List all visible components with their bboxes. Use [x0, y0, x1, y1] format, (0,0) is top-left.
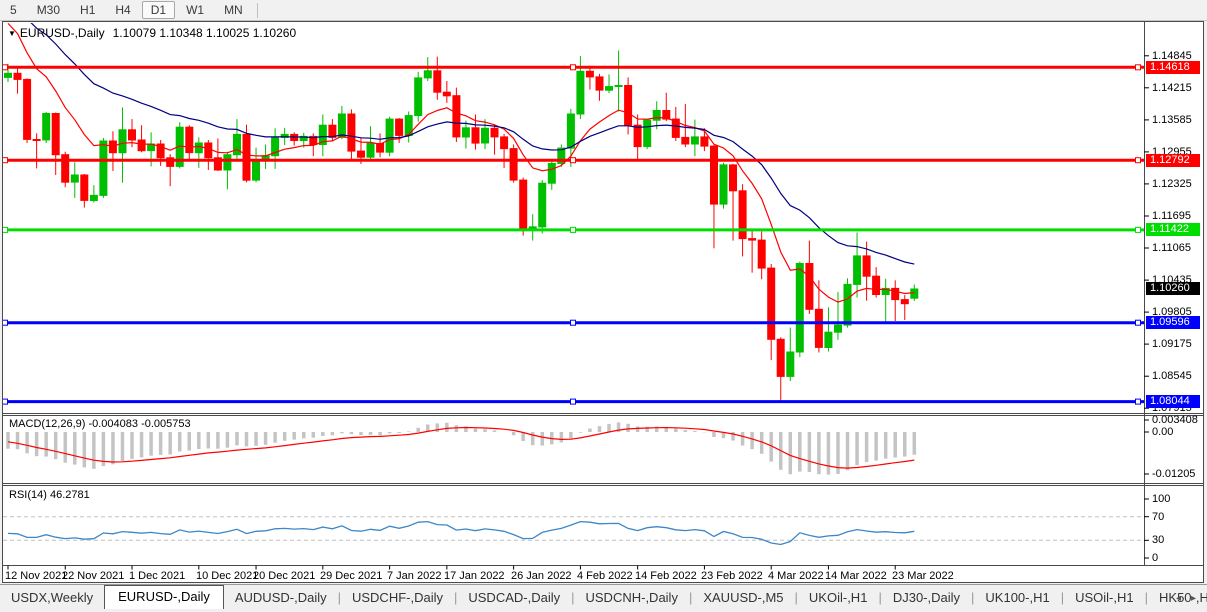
- timeframe-button-w1[interactable]: W1: [186, 3, 205, 17]
- hline-1.12792[interactable]: [3, 157, 1144, 164]
- price-axis-label: 1.11695: [1152, 210, 1191, 222]
- date-axis-label: 26 Jan 2022: [511, 570, 572, 582]
- tab-usdcnh-daily[interactable]: USDCNH-,Daily: [585, 590, 678, 605]
- current-price-tag: 1.10260: [1146, 282, 1200, 295]
- date-axis-label: 4 Feb 2022: [577, 570, 633, 582]
- chart-canvas: [3, 22, 1203, 570]
- tab-scroll-left-icon[interactable]: ◂: [1175, 593, 1181, 604]
- date-axis-label: 1 Dec 2021: [129, 570, 186, 582]
- date-axis-label: 23 Feb 2022: [701, 570, 763, 582]
- rsi-axis-label: 100: [1152, 493, 1171, 505]
- macd-indicator-label: MACD(12,26,9) -0.004083 -0.005753: [9, 418, 191, 430]
- rsi-indicator-label: RSI(14) 46.2781: [9, 489, 90, 501]
- chart-dropdown-icon: ▼: [8, 29, 16, 38]
- tab-divider: |: [1060, 590, 1065, 605]
- tab-audusd-daily[interactable]: AUDUSD-,Daily: [234, 590, 327, 605]
- tab-divider: |: [453, 590, 458, 605]
- rsi-axis-label: 70: [1152, 511, 1165, 523]
- tab-divider: |: [571, 590, 575, 605]
- rsi-line: [7, 520, 915, 546]
- date-axis-label: 17 Jan 2022: [444, 570, 505, 582]
- tab-usdchf-daily[interactable]: USDCHF-,Daily: [351, 590, 443, 605]
- level-price-tag: 1.08044: [1146, 395, 1200, 408]
- date-axis-label: 14 Mar 2022: [825, 570, 887, 582]
- tab-divider: |: [878, 590, 882, 605]
- date-axis-label: 20 Dec 2021: [253, 570, 316, 582]
- date-axis-label: 7 Jan 2022: [387, 570, 442, 582]
- price-axis-label: 1.12325: [1152, 178, 1192, 190]
- hline-1.08044[interactable]: [3, 398, 1144, 405]
- date-axis-label: 4 Mar 2022: [768, 570, 824, 582]
- timeframe-button-5[interactable]: 5: [10, 3, 17, 17]
- chart-ohlc-values: 1.10079 1.10348 1.10025 1.10260: [112, 26, 297, 40]
- timeframe-button-m30[interactable]: M30: [36, 3, 61, 17]
- price-axis-label: 1.13585: [1152, 114, 1192, 126]
- macd-histogram: [6, 422, 917, 475]
- pane-separators: [3, 22, 1203, 566]
- macd-axis-label: 0.003408: [1152, 414, 1198, 426]
- date-axis-label: 22 Nov 2021: [62, 570, 125, 582]
- axis-ticks: [7, 55, 1149, 570]
- hline-1.11422[interactable]: [3, 226, 1144, 233]
- level-price-tag: 1.12792: [1146, 154, 1200, 167]
- tab-eurusd-daily[interactable]: EURUSD-,Daily: [104, 585, 224, 609]
- tab-divider: |: [971, 590, 975, 605]
- timeframe-button-d1[interactable]: D1: [141, 1, 176, 19]
- date-axis-label: 29 Dec 2021: [320, 570, 383, 582]
- date-axis-label: 23 Mar 2022: [892, 570, 954, 582]
- tab-scroll-right-icon[interactable]: ▸: [1190, 593, 1196, 604]
- timeframe-button-mn[interactable]: MN: [224, 3, 243, 17]
- timeframe-button-h4[interactable]: H4: [115, 3, 131, 17]
- ma-slow: [30, 23, 915, 265]
- macd-axis-label: -0.01205: [1152, 468, 1196, 480]
- date-axis-label: 14 Feb 2022: [635, 570, 697, 582]
- timeframe-button-h1[interactable]: H1: [80, 3, 96, 17]
- hline-1.14618[interactable]: [3, 64, 1144, 71]
- price-axis-label: 1.14845: [1152, 50, 1192, 62]
- tab-xauusd-m5[interactable]: XAUUSD-,M5: [703, 590, 784, 605]
- ma-fast: [7, 23, 915, 303]
- tab-dj30-daily[interactable]: DJ30-,Daily: [892, 590, 961, 605]
- tab-uk100-h1[interactable]: UK100-,H1: [985, 590, 1050, 605]
- price-axis-label: 1.09805: [1152, 306, 1192, 318]
- macd-axis-label: 0.00: [1152, 426, 1174, 438]
- chart-title: ▼ EURUSD-,Daily 1.10079 1.10348 1.10025 1.…: [8, 26, 296, 40]
- tab-hk50-h1[interactable]: HK50-,H1: [1159, 590, 1207, 605]
- date-axis-label: 12 Nov 2021: [5, 570, 68, 582]
- toolbar-divider: [256, 2, 258, 18]
- tab-divider: |: [1144, 590, 1149, 605]
- timeframe-toolbar: 5 M30 H1 H4 D1 W1 MN: [0, 0, 1207, 21]
- price-axis-label: 1.11065: [1152, 242, 1191, 254]
- level-price-tag: 1.11422: [1146, 223, 1200, 236]
- level-price-tag: 1.09596: [1146, 316, 1200, 329]
- tab-divider: |: [794, 590, 798, 605]
- chart-window: ▼ EURUSD-,Daily 1.10079 1.10348 1.10025 1.…: [2, 21, 1204, 583]
- hline-1.09596[interactable]: [3, 319, 1144, 326]
- tab-divider: |: [688, 590, 693, 605]
- tab-usoil-h1[interactable]: USOil-,H1: [1075, 590, 1134, 605]
- rsi-axis-label: 30: [1152, 534, 1165, 546]
- level-price-tag: 1.14618: [1146, 61, 1200, 74]
- macd-signal-line: [7, 426, 915, 469]
- date-axis-label: 10 Dec 2021: [196, 570, 259, 582]
- symbol-tabbar: USDX,Weekly EURUSD-,Daily AUDUSD-,Daily | US…: [0, 584, 1207, 609]
- tab-usdcad-daily[interactable]: USDCAD-,Daily: [468, 590, 561, 605]
- price-axis-label: 1.08545: [1152, 370, 1192, 382]
- tab-ukoil-h1[interactable]: UKOil-,H1: [808, 590, 868, 605]
- rsi-axis-label: 0: [1152, 552, 1159, 564]
- tab-divider: |: [337, 590, 341, 605]
- tab-usdx-weekly[interactable]: USDX,Weekly: [11, 590, 94, 605]
- chart-symbol-label: EURUSD-,Daily: [19, 26, 105, 40]
- price-axis-label: 1.09175: [1152, 338, 1192, 350]
- price-axis-label: 1.14215: [1152, 82, 1192, 94]
